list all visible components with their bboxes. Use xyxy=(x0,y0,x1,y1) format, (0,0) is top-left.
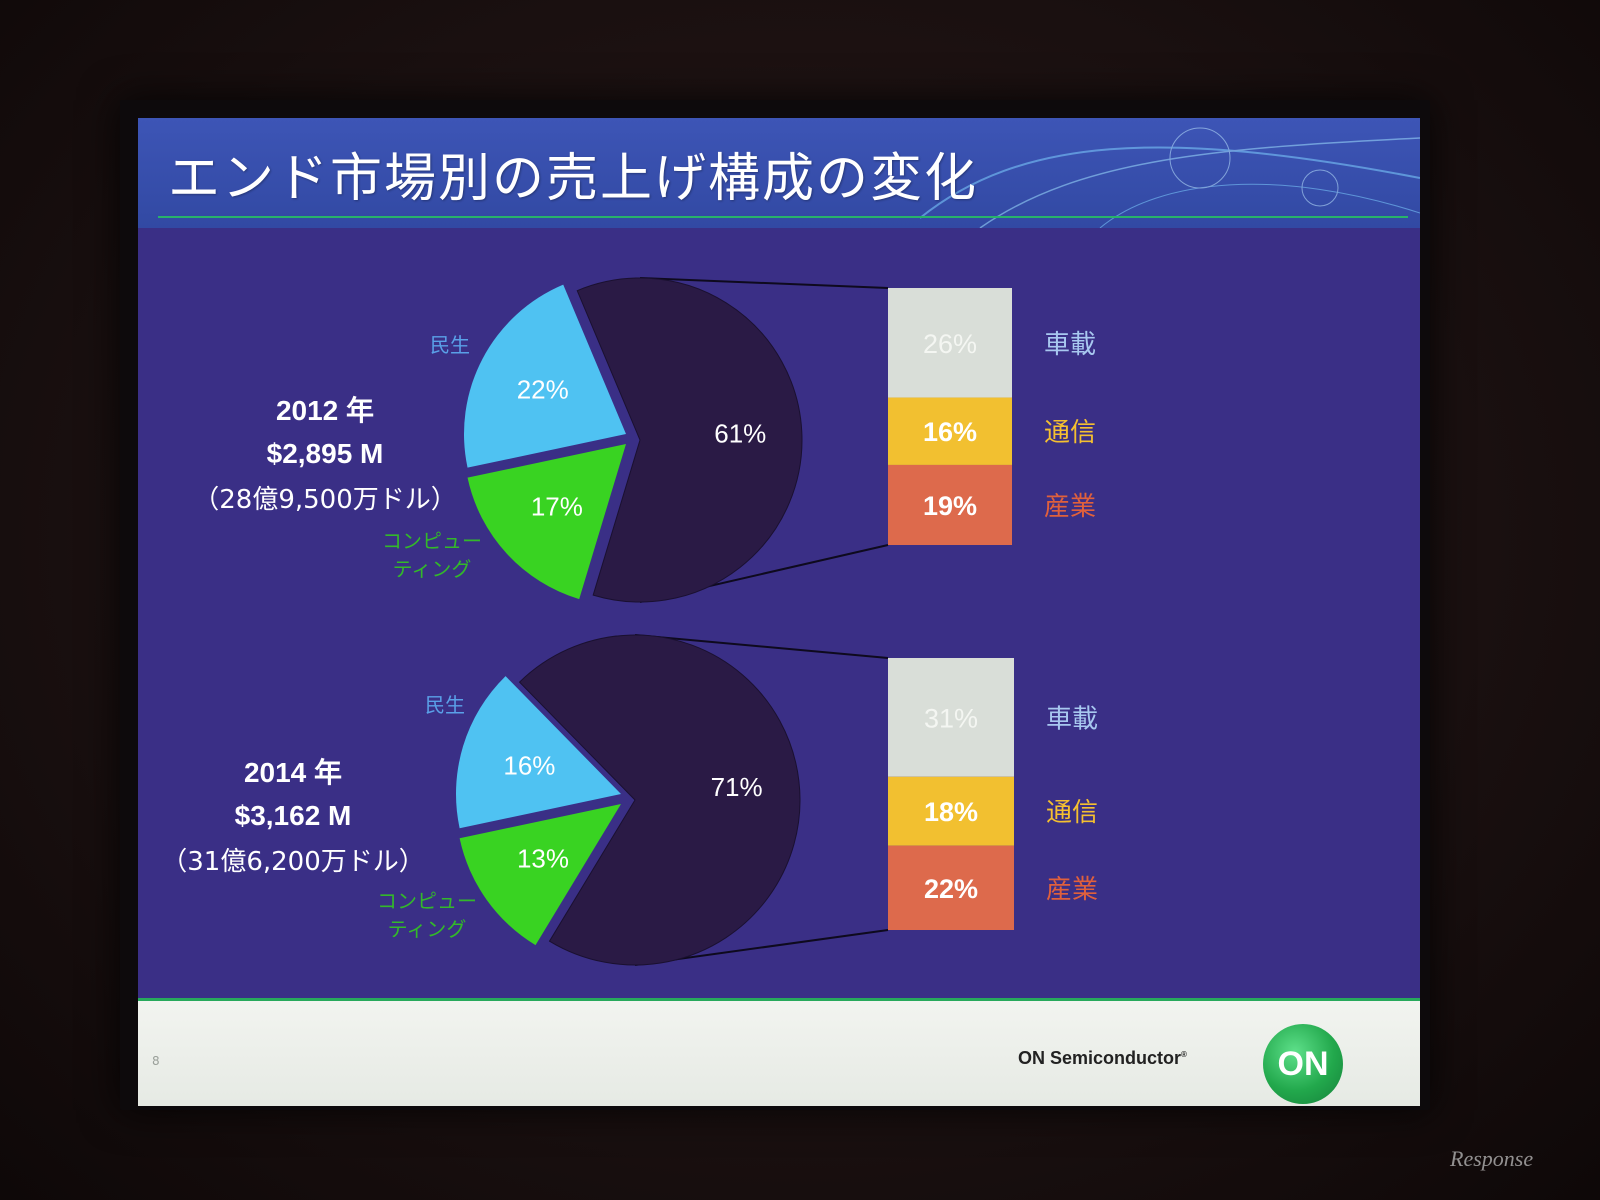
breakdown-bar-segment xyxy=(888,776,1014,846)
breakdown-category-label: 通信 xyxy=(1046,798,1098,828)
pie-slice-consumer xyxy=(455,676,621,829)
connector-line-top xyxy=(634,634,889,659)
pie-label-computing: コンピュー xyxy=(382,529,482,553)
pie-slice-other xyxy=(576,277,803,603)
breakdown-value-label: 26% xyxy=(923,329,977,359)
breakdown-bar-segment xyxy=(888,397,1012,465)
chart-total-jp: （28億9,500万ドル） xyxy=(193,485,457,515)
breakdown-value-label: 19% xyxy=(923,491,977,521)
page-number: 8 xyxy=(152,1054,160,1068)
pie-slice-value-label: 22% xyxy=(517,374,569,404)
pie-slice-computing xyxy=(467,444,626,600)
title-band: エンド市場別の売上げ構成の変化 xyxy=(138,118,1420,228)
chart-total-usd: $2,895 M xyxy=(267,438,384,469)
chart-total-jp: （31億6,200万ドル） xyxy=(161,847,425,877)
breakdown-value-label: 31% xyxy=(924,703,978,733)
pie-slice-value-label: 16% xyxy=(503,750,555,780)
breakdown-bar-segment xyxy=(888,464,1012,545)
breakdown-category-label: 通信 xyxy=(1044,418,1096,448)
breakdown-value-label: 16% xyxy=(923,417,977,447)
brand-name: ON Semiconductor® xyxy=(1018,1048,1187,1069)
breakdown-category-label: 産業 xyxy=(1046,875,1098,905)
breakdown-category-label: 産業 xyxy=(1044,492,1096,522)
pie-slice-value-label: 61% xyxy=(714,419,766,449)
slide-footer: 8 ON Semiconductor® ON xyxy=(138,998,1420,1106)
breakdown-category-label: 車載 xyxy=(1046,704,1098,734)
breakdown-bar-segment xyxy=(888,288,1012,398)
slide-title: エンド市場別の売上げ構成の変化 xyxy=(168,149,979,209)
pie-slice-other xyxy=(518,634,801,966)
pie-slice-value-label: 13% xyxy=(517,843,569,873)
registered-mark: ® xyxy=(1181,1050,1187,1059)
pie-label-consumer: 民生 xyxy=(425,693,465,717)
title-underline xyxy=(158,216,1408,218)
pie-label-computing: ティング xyxy=(388,917,467,941)
chart-total-usd: $3,162 M xyxy=(235,800,352,831)
breakdown-bar-segment xyxy=(888,658,1014,777)
connector-line-top xyxy=(639,277,889,289)
pie-label-computing: コンピュー xyxy=(377,889,477,913)
chart-title-year: 2014 年 xyxy=(244,756,342,788)
response-watermark: Response xyxy=(1450,1146,1534,1171)
pie-slice-consumer xyxy=(464,284,626,468)
brand-text: ON Semiconductor xyxy=(1018,1048,1182,1068)
breakdown-value-label: 18% xyxy=(924,797,978,827)
chart-title-year: 2012 年 xyxy=(276,394,374,426)
pie-slice-value-label: 71% xyxy=(711,772,763,802)
pie-slice-computing xyxy=(459,804,621,946)
pie-label-consumer: 民生 xyxy=(430,333,470,357)
on-logo: ON xyxy=(1263,1024,1343,1104)
footer-rule xyxy=(138,998,1420,1001)
breakdown-bar-segment xyxy=(888,845,1014,930)
breakdown-value-label: 22% xyxy=(924,874,978,904)
decorative-swirl-graphic xyxy=(919,127,1420,228)
pie-label-computing: ティング xyxy=(393,557,472,581)
breakdown-category-label: 車載 xyxy=(1044,330,1096,360)
pie-slice-value-label: 17% xyxy=(531,492,583,522)
